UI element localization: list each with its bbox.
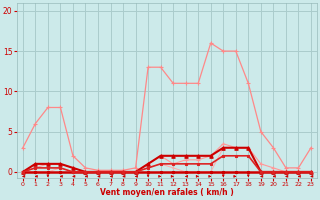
X-axis label: Vent moyen/en rafales ( km/h ): Vent moyen/en rafales ( km/h )	[100, 188, 234, 197]
